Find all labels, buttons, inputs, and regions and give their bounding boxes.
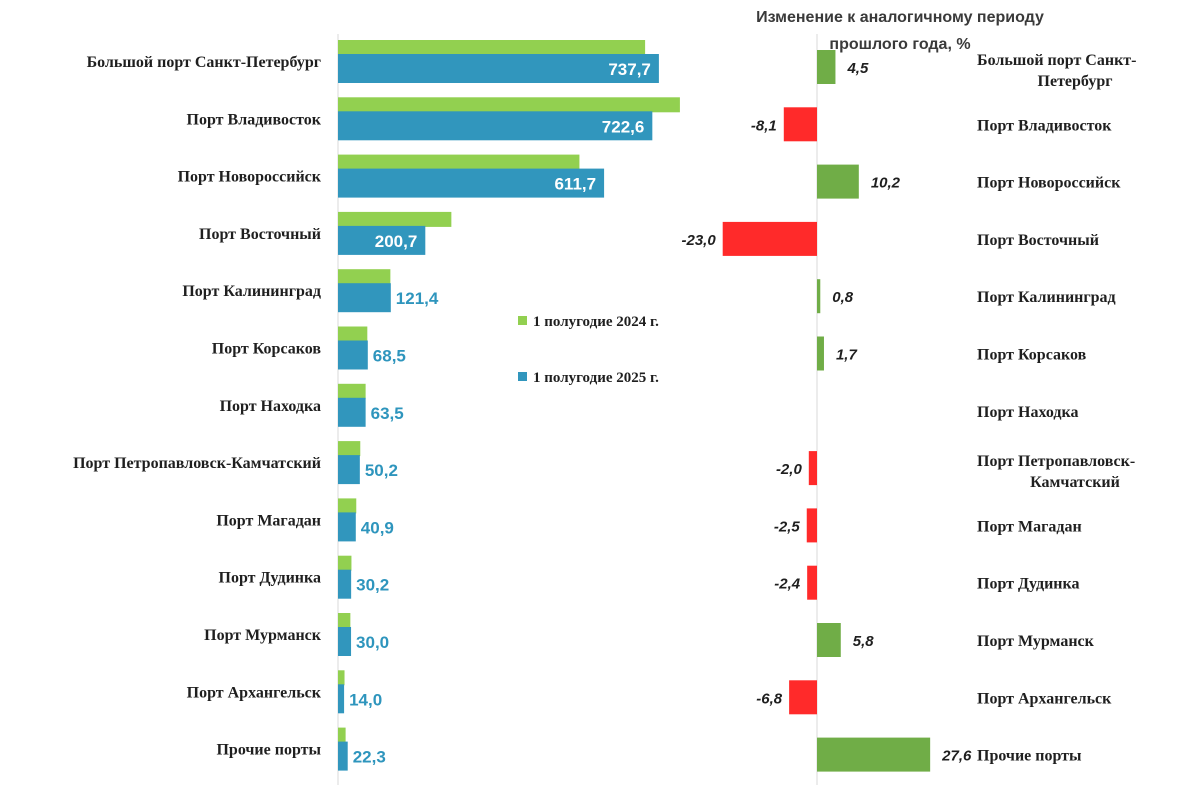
change-label: 10,2 xyxy=(871,175,901,192)
change-bar-negative xyxy=(808,451,817,486)
bar-2025 xyxy=(338,741,348,771)
change-bar-positive xyxy=(817,50,836,84)
category-label: Порт Калининград xyxy=(182,283,321,300)
bar-2024 xyxy=(338,269,391,285)
category-label: Порт Архангельск xyxy=(187,684,322,701)
category-label: Большой порт Санкт-Петербург xyxy=(87,54,321,71)
change-bar-positive xyxy=(817,164,859,199)
category-label: Порт Новороссийск xyxy=(178,169,322,186)
value-label-2025: 68,5 xyxy=(373,347,406,366)
bar-2024 xyxy=(338,154,580,170)
change-label: -2,4 xyxy=(774,576,801,593)
bar-2024 xyxy=(338,727,346,743)
value-label-2025: 63,5 xyxy=(371,404,404,423)
bar-2024 xyxy=(338,40,646,55)
right-category-label-line-2: Петербург xyxy=(1038,73,1113,90)
right-category-label: Порт Дудинка xyxy=(977,576,1080,593)
value-label-2025: 14,0 xyxy=(349,690,382,709)
category-label: Порт Находка xyxy=(220,398,321,415)
right-category-label: Порт Архангельск xyxy=(977,690,1112,707)
right-title-line-1: Изменение к аналогичному периоду xyxy=(756,9,1044,26)
category-label: Порт Дудинка xyxy=(219,570,322,587)
right-category-label: Большой порт Санкт- xyxy=(977,52,1136,69)
change-label: -2,0 xyxy=(776,461,803,478)
change-bar-positive xyxy=(817,336,824,371)
right-title-line-2: прошлого года, % xyxy=(829,36,970,53)
right-category-label: Порт Магадан xyxy=(977,518,1082,535)
change-bar-negative xyxy=(783,107,817,142)
bar-2024 xyxy=(338,441,361,457)
bar-2025 xyxy=(338,111,653,141)
category-label: Порт Петропавловск-Камчатский xyxy=(73,455,321,472)
change-bar-negative xyxy=(806,508,817,543)
right-category-label: Порт Калининград xyxy=(977,289,1116,306)
right-category-label-line-2: Камчатский xyxy=(1030,474,1120,491)
right-category-label: Порт Новороссийск xyxy=(977,175,1121,192)
bar-2025 xyxy=(338,54,659,83)
change-bar-negative xyxy=(722,221,817,256)
bar-2025 xyxy=(338,168,605,198)
value-label-2025: 30,0 xyxy=(356,633,389,652)
change-label: 1,7 xyxy=(836,347,858,364)
bar-2024 xyxy=(338,383,366,399)
right-category-label: Прочие порты xyxy=(977,748,1082,765)
bar-2025 xyxy=(338,283,391,313)
change-label: -2,5 xyxy=(774,518,801,535)
change-bar-negative xyxy=(789,680,817,715)
value-label-2025: 737,7 xyxy=(608,60,651,79)
change-label: 27,6 xyxy=(941,748,972,765)
value-label-2025: 40,9 xyxy=(361,518,394,537)
value-label-2025: 50,2 xyxy=(365,461,398,480)
value-label-2025: 722,6 xyxy=(602,117,645,136)
bar-2025 xyxy=(338,455,360,485)
legend-swatch-2024 xyxy=(518,316,527,325)
value-label-2025: 611,7 xyxy=(554,175,596,194)
bar-2024 xyxy=(338,555,352,571)
change-bar-negative xyxy=(807,565,817,600)
bar-2025 xyxy=(338,512,356,542)
bar-2024 xyxy=(338,613,351,628)
legend-label-2025: 1 полугодие 2025 г. xyxy=(533,370,659,386)
bar-2025 xyxy=(338,684,345,714)
bar-2025 xyxy=(338,397,366,427)
bar-2025 xyxy=(338,340,368,370)
category-label: Порт Магадан xyxy=(216,512,321,529)
category-label: Прочие порты xyxy=(216,742,321,759)
change-label: 0,8 xyxy=(832,289,854,306)
bar-2025 xyxy=(338,627,352,656)
right-category-label: Порт Петропавловск- xyxy=(977,453,1135,470)
bar-2025 xyxy=(338,225,426,255)
category-label: Порт Корсаков xyxy=(212,341,322,358)
change-bar-positive xyxy=(817,623,841,657)
legend-label-2024: 1 полугодие 2024 г. xyxy=(533,314,659,330)
value-label-2025: 121,4 xyxy=(396,289,439,308)
change-label: -6,8 xyxy=(756,690,783,707)
change-bar-positive xyxy=(817,279,821,314)
change-bar-positive xyxy=(817,737,931,772)
change-label: 5,8 xyxy=(853,633,875,650)
category-label: Порт Мурманск xyxy=(204,627,322,644)
bar-2024 xyxy=(338,211,452,227)
bar-2024 xyxy=(338,97,680,113)
category-label: Порт Владивосток xyxy=(187,111,322,128)
right-category-label: Порт Владивосток xyxy=(977,117,1112,134)
bar-2024 xyxy=(338,326,368,342)
right-category-label: Порт Восточный xyxy=(977,232,1099,249)
bar-2024 xyxy=(338,670,345,686)
bar-2025 xyxy=(338,569,352,599)
change-label: -23,0 xyxy=(681,232,716,249)
value-label-2025: 200,7 xyxy=(375,232,418,251)
change-label: -8,1 xyxy=(751,117,777,134)
change-label: 4,5 xyxy=(846,60,869,77)
right-category-label: Порт Находка xyxy=(977,404,1078,421)
value-label-2025: 30,2 xyxy=(356,576,389,595)
legend-swatch-2025 xyxy=(518,372,527,381)
category-label: Порт Восточный xyxy=(199,226,321,243)
right-category-label: Порт Мурманск xyxy=(977,633,1095,650)
value-label-2025: 22,3 xyxy=(353,748,386,767)
right-category-label: Порт Корсаков xyxy=(977,347,1087,364)
bar-2024 xyxy=(338,498,357,514)
